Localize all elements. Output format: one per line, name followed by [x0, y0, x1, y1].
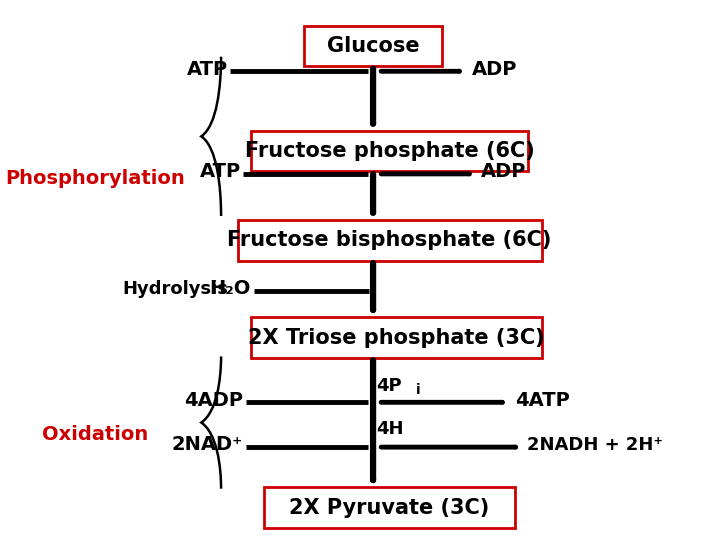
Text: H₂O: H₂O	[210, 279, 251, 298]
FancyBboxPatch shape	[251, 131, 528, 172]
Text: 2X Triose phosphate (3C): 2X Triose phosphate (3C)	[248, 327, 544, 348]
FancyBboxPatch shape	[251, 317, 541, 357]
Text: 4P: 4P	[377, 377, 402, 395]
Text: Phosphorylation: Phosphorylation	[6, 168, 186, 188]
FancyBboxPatch shape	[238, 220, 541, 260]
Text: 2NADH + 2H⁺: 2NADH + 2H⁺	[527, 436, 663, 454]
Text: ATP: ATP	[186, 59, 228, 79]
Text: i: i	[416, 383, 420, 397]
Text: Glucose: Glucose	[327, 36, 419, 56]
Text: Hydrolysis: Hydrolysis	[122, 280, 228, 298]
Text: 2X Pyruvate (3C): 2X Pyruvate (3C)	[289, 497, 490, 518]
Text: ATP: ATP	[199, 162, 241, 181]
Text: 4ATP: 4ATP	[515, 390, 570, 410]
Text: Fructose bisphosphate (6C): Fructose bisphosphate (6C)	[228, 230, 552, 251]
Text: ADP: ADP	[472, 59, 518, 79]
Text: 4ADP: 4ADP	[184, 390, 243, 410]
Text: 2NAD⁺: 2NAD⁺	[171, 435, 243, 455]
Text: ADP: ADP	[481, 162, 526, 181]
FancyBboxPatch shape	[264, 487, 515, 528]
Text: Fructose phosphate (6C): Fructose phosphate (6C)	[245, 141, 534, 161]
Text: 4H: 4H	[377, 420, 404, 438]
FancyBboxPatch shape	[304, 25, 443, 66]
Text: Oxidation: Oxidation	[42, 425, 148, 444]
